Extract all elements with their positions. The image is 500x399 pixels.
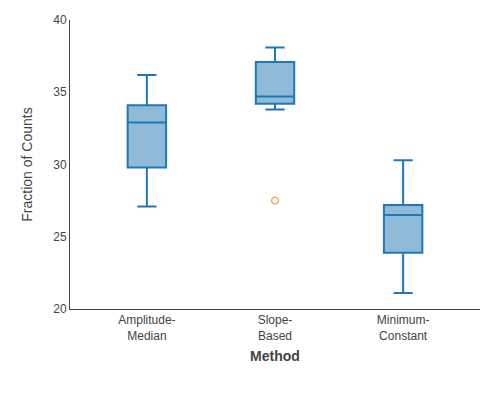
svg-text:20: 20 xyxy=(53,302,67,316)
svg-text:Minimum-Constant: Minimum-Constant xyxy=(377,313,430,343)
svg-text:Fraction of Counts: Fraction of Counts xyxy=(19,107,35,221)
svg-text:Slope-Based: Slope-Based xyxy=(258,313,293,343)
svg-text:35: 35 xyxy=(53,85,67,99)
svg-text:40: 40 xyxy=(53,13,67,27)
svg-text:Method: Method xyxy=(250,348,300,364)
svg-text:25: 25 xyxy=(53,230,67,244)
svg-text:30: 30 xyxy=(53,158,67,172)
svg-text:Amplitude-Median: Amplitude-Median xyxy=(118,313,175,343)
